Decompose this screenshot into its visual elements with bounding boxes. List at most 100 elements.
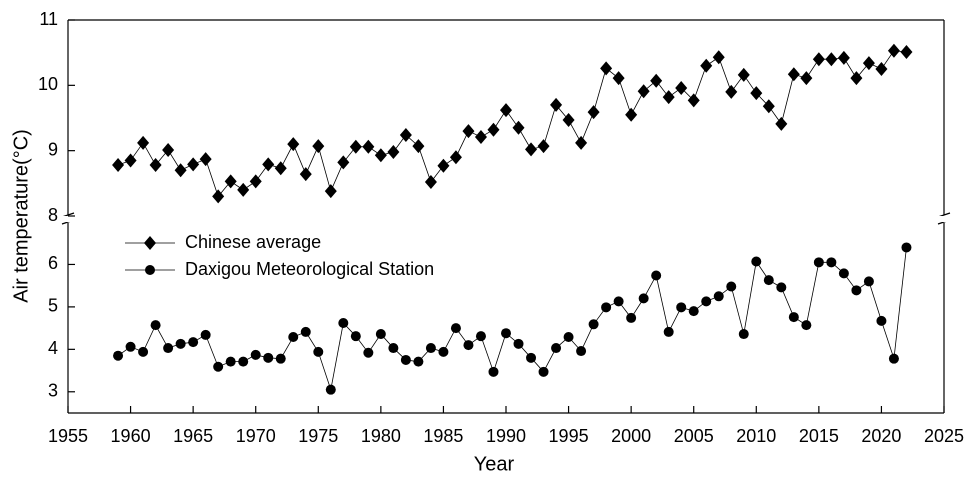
axis-break [61, 212, 951, 225]
break-gap [60, 216, 76, 222]
marker-circle [438, 346, 449, 357]
x-tick-label: 2000 [611, 426, 651, 446]
marker-circle [400, 354, 411, 365]
marker-circle [513, 338, 524, 349]
marker-diamond [337, 155, 350, 170]
y-tick-label: 10 [38, 74, 58, 94]
marker-circle [238, 356, 249, 367]
marker-diamond [625, 107, 638, 122]
marker-circle [188, 337, 199, 348]
x-tick-label: 1975 [298, 426, 338, 446]
marker-diamond [424, 175, 437, 190]
marker-circle [225, 356, 236, 367]
marker-circle [263, 352, 274, 363]
marker-circle [350, 331, 361, 342]
marker-diamond [725, 84, 738, 99]
marker-circle [150, 320, 161, 331]
x-tick-label: 1990 [486, 426, 526, 446]
marker-diamond [550, 97, 563, 112]
marker-circle [713, 291, 724, 302]
marker-diamond [787, 67, 800, 82]
marker-diamond [600, 61, 613, 76]
marker-diamond [324, 184, 337, 199]
marker-circle [651, 270, 662, 281]
marker-circle [876, 315, 887, 326]
x-tick-label: 2010 [736, 426, 776, 446]
marker-circle [788, 312, 799, 323]
marker-circle [113, 350, 124, 361]
x-tick-label: 1960 [111, 426, 151, 446]
marker-circle [863, 276, 874, 287]
marker-diamond [174, 163, 187, 178]
marker-circle [275, 353, 286, 364]
marker-diamond [650, 73, 663, 88]
marker-circle [338, 318, 349, 329]
marker-diamond [487, 122, 500, 137]
legend-label: Chinese average [185, 232, 321, 252]
marker-diamond [537, 139, 550, 154]
marker-circle [826, 257, 837, 268]
marker-diamond [237, 182, 250, 197]
marker-circle [888, 353, 899, 364]
x-tick-label: 2020 [861, 426, 901, 446]
marker-diamond [675, 80, 688, 95]
marker-circle [488, 366, 499, 377]
marker-circle [145, 265, 155, 275]
marker-diamond [312, 139, 325, 154]
marker-circle [901, 242, 912, 253]
marker-circle [601, 302, 612, 313]
series-line [117, 247, 907, 392]
marker-diamond [775, 116, 788, 131]
marker-diamond [737, 67, 750, 82]
marker-circle [838, 268, 849, 279]
marker-circle [801, 320, 812, 331]
marker-diamond [500, 103, 512, 118]
marker-diamond [362, 139, 375, 154]
marker-diamond [399, 127, 412, 142]
y-tick-label: 6 [48, 253, 58, 273]
marker-diamond [850, 71, 863, 86]
marker-circle [163, 343, 174, 354]
marker-diamond [144, 236, 156, 250]
marker-circle [125, 341, 136, 352]
marker-circle [726, 281, 737, 292]
marker-diamond [587, 105, 600, 120]
marker-diamond [525, 142, 538, 157]
x-tick-label: 2025 [924, 426, 964, 446]
x-tick-label: 1995 [549, 426, 589, 446]
marker-diamond [900, 45, 913, 60]
frame [60, 19, 952, 414]
marker-diamond [224, 174, 237, 189]
marker-circle [450, 323, 461, 334]
marker-diamond [825, 52, 838, 67]
marker-diamond [700, 58, 713, 73]
marker-diamond [837, 50, 850, 65]
marker-circle [613, 296, 624, 307]
marker-circle [313, 346, 324, 357]
marker-diamond [462, 124, 475, 139]
marker-diamond [249, 174, 262, 189]
marker-diamond [662, 90, 675, 105]
marker-circle [813, 257, 824, 268]
marker-diamond [287, 137, 300, 152]
marker-circle [200, 329, 211, 340]
marker-diamond [212, 189, 225, 204]
marker-circle [763, 275, 774, 286]
marker-diamond [199, 152, 212, 167]
marker-diamond [162, 143, 175, 158]
x-tick-label: 2015 [799, 426, 839, 446]
marker-diamond [349, 139, 362, 154]
marker-circle [175, 338, 186, 349]
marker-circle [638, 293, 649, 304]
y-tick-label: 11 [39, 9, 58, 29]
marker-circle [300, 326, 311, 337]
x-tick-label: 1970 [236, 426, 276, 446]
marker-circle [688, 306, 699, 317]
marker-circle [676, 302, 687, 313]
x-tick-label: 1965 [173, 426, 213, 446]
marker-circle [576, 346, 587, 357]
y-tick-label: 8 [48, 205, 58, 225]
marker-diamond [274, 161, 287, 176]
marker-diamond [262, 157, 275, 172]
